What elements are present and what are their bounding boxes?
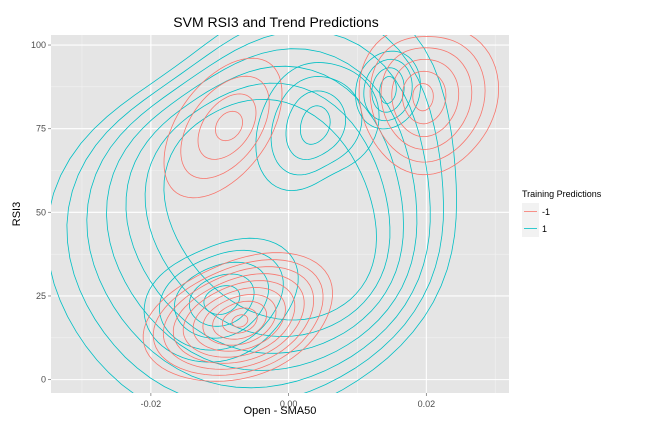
contour-pos xyxy=(379,76,397,104)
contour-pos xyxy=(143,237,299,363)
y-tick-label: 100 xyxy=(31,40,46,50)
y-tick-label: 25 xyxy=(36,291,46,301)
contour-pos xyxy=(86,35,431,389)
contour-neg xyxy=(152,259,324,376)
contour-neg xyxy=(162,266,314,370)
contour-pos xyxy=(144,82,391,338)
contour-neg xyxy=(358,35,500,176)
contour-neg xyxy=(163,57,283,199)
legend-title: Training Predictions xyxy=(522,189,602,199)
x-tick-label: 0.02 xyxy=(418,399,436,409)
contour-neg xyxy=(212,300,267,340)
x-axis: -0.02 0.00 0.02 xyxy=(141,393,436,409)
y-axis: 0 25 50 75 100 xyxy=(31,40,51,385)
legend-item-neg1: -1 xyxy=(522,203,550,220)
contour-pos xyxy=(158,249,284,351)
contour-neg xyxy=(182,280,296,358)
contour-pos xyxy=(355,50,421,130)
x-tick-label: 0.00 xyxy=(280,399,298,409)
contour-pos xyxy=(125,65,404,354)
y-tick-label: 75 xyxy=(36,124,46,134)
contour-neg xyxy=(391,59,460,137)
contour-pos xyxy=(300,105,331,145)
x-tick-label: -0.02 xyxy=(141,399,162,409)
contour-pos xyxy=(174,261,270,339)
x-axis-title: Open - SMA50 xyxy=(244,405,317,417)
contour-pos xyxy=(163,98,377,321)
density-contours xyxy=(51,35,500,393)
y-tick-label: 0 xyxy=(41,375,46,385)
contour-pos xyxy=(371,67,405,113)
chart-title: SVM RSI3 and Trend Predictions xyxy=(173,14,378,30)
contour-pos xyxy=(66,35,444,393)
legend-label-neg1: -1 xyxy=(542,207,550,217)
contour-neg xyxy=(142,252,333,382)
contour-neg xyxy=(380,47,473,150)
contour-pos xyxy=(106,48,418,371)
contour-pos xyxy=(255,62,380,192)
legend: Training Predictions -1 1 xyxy=(522,189,602,237)
contour-neg xyxy=(369,36,486,163)
y-tick-label: 50 xyxy=(36,207,46,217)
contour-pos xyxy=(51,35,458,393)
contour-neg xyxy=(412,83,434,112)
contour-pos xyxy=(285,90,347,161)
contour-pos xyxy=(189,273,255,327)
contour-neg xyxy=(180,75,270,179)
contour-pos xyxy=(270,76,363,176)
plot-panel xyxy=(51,35,509,393)
contour-neg xyxy=(214,110,244,142)
legend-label-pos1: 1 xyxy=(542,224,547,234)
y-axis-title: RSI3 xyxy=(11,202,23,226)
legend-item-pos1: 1 xyxy=(522,220,547,237)
contour-neg xyxy=(202,293,277,346)
contour-neg xyxy=(231,314,249,328)
contour-neg xyxy=(192,287,286,352)
contour-neg xyxy=(172,273,305,364)
contour-pos xyxy=(203,285,241,315)
grid-minor xyxy=(51,35,509,393)
contour-neg xyxy=(222,307,258,334)
contour-pos xyxy=(363,58,413,122)
contour-neg xyxy=(197,93,257,160)
contour-neg xyxy=(402,70,447,125)
